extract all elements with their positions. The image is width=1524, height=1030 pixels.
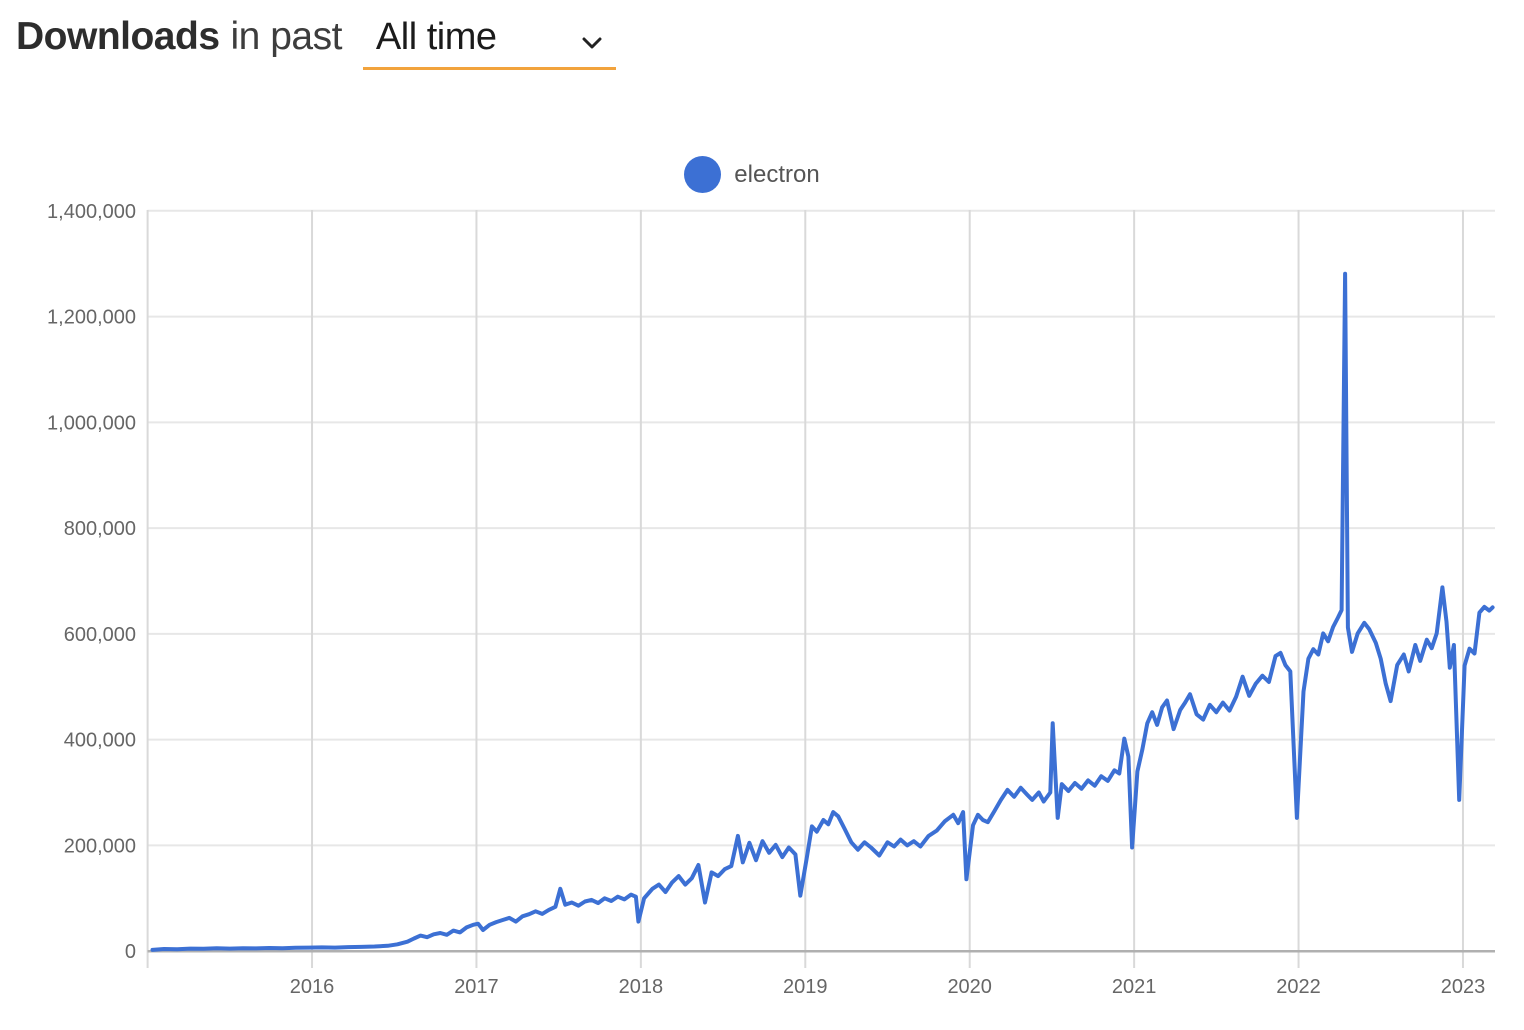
y-axis-label: 600,000	[64, 624, 136, 646]
x-axis-label: 2020	[947, 976, 992, 998]
y-axis-label: 1,200,000	[47, 307, 136, 329]
x-axis-label: 2023	[1441, 976, 1486, 998]
y-axis-label: 1,000,000	[47, 412, 136, 434]
x-axis-label: 2017	[454, 976, 499, 998]
y-axis-label: 800,000	[64, 518, 136, 540]
x-axis-label: 2018	[619, 976, 664, 998]
chevron-down-icon	[582, 37, 602, 48]
x-axis-label: 2016	[290, 976, 335, 998]
y-axis-label: 0	[125, 941, 136, 963]
y-axis-label: 200,000	[64, 835, 136, 857]
time-period-value: All time	[375, 16, 497, 58]
y-axis-label: 1,400,000	[47, 201, 136, 223]
page-title-downloads: Downloads	[16, 15, 220, 58]
y-axis-label: 400,000	[64, 730, 136, 752]
x-axis-label: 2021	[1112, 976, 1157, 998]
time-period-select[interactable]: All time	[362, 8, 616, 70]
chart-header: Downloads in past All time	[16, 8, 616, 70]
page-title-in-past: in past	[230, 15, 343, 58]
x-axis-label: 2019	[783, 976, 828, 998]
series-line-electron[interactable]	[150, 271, 1495, 952]
x-axis-label: 2022	[1276, 976, 1321, 998]
